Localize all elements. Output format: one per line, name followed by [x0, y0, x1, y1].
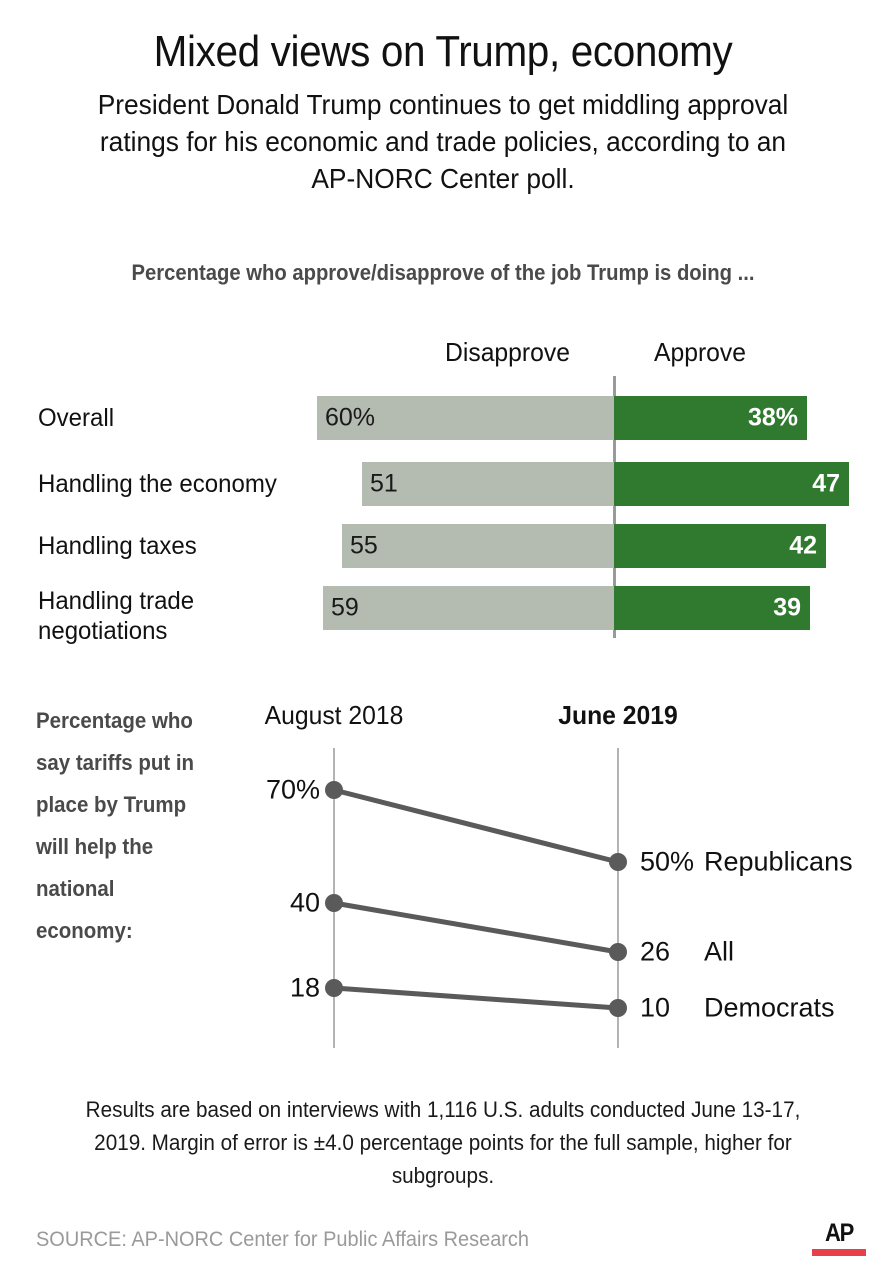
column-header-disapprove: Disapprove	[445, 337, 570, 367]
disapprove-value: 55	[350, 531, 378, 560]
approve-bar: 39	[614, 586, 810, 630]
bar-row: Handling taxes 55 42	[0, 524, 886, 568]
disapprove-bar: 60%	[317, 396, 614, 440]
footnote-text: Results are based on interviews with 1,1…	[85, 1097, 801, 1188]
bar-row: Overall 60% 38%	[0, 396, 886, 440]
page-title: Mixed views on Trump, economy	[153, 27, 733, 76]
line-chart-right-value: 26	[640, 936, 671, 967]
line-chart-series-name: Democrats	[704, 992, 835, 1023]
approve-value: 38%	[747, 403, 798, 432]
line-chart-column-header-august-2018: August 2018	[264, 700, 404, 730]
approve-value: 42	[789, 531, 817, 560]
approve-bar: 38%	[614, 396, 807, 440]
bar-row-label: Overall	[38, 404, 115, 432]
ap-logo-mark: AP	[825, 1219, 854, 1247]
approve-value: 39	[773, 593, 801, 622]
approval-section-heading: Percentage who approve/disapprove of the…	[131, 260, 755, 285]
line-chart-series-name: Republicans	[704, 846, 853, 877]
line-chart-axis-left	[333, 748, 335, 1048]
approve-bar: 42	[614, 524, 826, 568]
line-chart-axis-right	[617, 748, 619, 1048]
approve-value: 47	[812, 469, 840, 498]
ap-logo-rule	[812, 1249, 866, 1256]
ap-logo: AP	[812, 1220, 866, 1256]
tariff-side-label: Percentage who say tariffs put in place …	[36, 708, 195, 943]
disapprove-value: 59	[331, 593, 359, 622]
line-chart-left-value: 70%	[265, 774, 320, 805]
bar-row-label: Handling taxes	[38, 532, 197, 560]
bar-row-label: Handling trade negotiations	[38, 587, 195, 645]
disapprove-value: 51	[370, 469, 398, 498]
line-chart-right-value: 50%	[640, 846, 695, 877]
bar-row-label: Handling the economy	[38, 470, 277, 498]
line-chart-series-name: All	[704, 936, 735, 967]
approve-bar: 47	[614, 462, 849, 506]
disapprove-value: 60%	[325, 403, 376, 432]
line-chart-column-header-june-2019: June 2019	[558, 700, 678, 730]
column-header-approve: Approve	[653, 337, 747, 367]
disapprove-bar: 55	[342, 524, 614, 568]
infographic-header: Mixed views on Trump, economy President …	[0, 26, 886, 197]
line-chart-right-value: 10	[640, 992, 671, 1023]
line-chart-left-value: 40	[289, 887, 320, 918]
disapprove-bar: 51	[362, 462, 614, 506]
page-subtitle: President Donald Trump continues to get …	[97, 89, 789, 194]
line-chart-left-value: 18	[289, 972, 320, 1003]
bar-row: Handling the economy 51 47	[0, 462, 886, 506]
disapprove-bar: 59	[323, 586, 614, 630]
source-line: SOURCE: AP-NORC Center for Public Affair…	[36, 1228, 530, 1251]
bar-chart-center-axis	[613, 376, 616, 638]
bar-row: Handling trade negotiations 59 39	[0, 586, 886, 645]
